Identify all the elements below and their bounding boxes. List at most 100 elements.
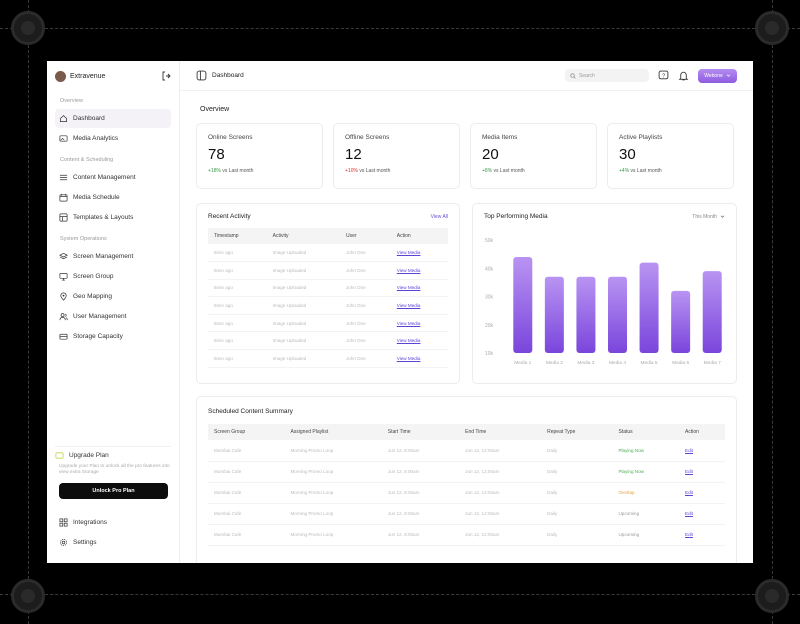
sidebar-item-storage-capacity[interactable]: Storage Capacity [55,327,171,346]
edit-link[interactable]: Edit [679,461,725,483]
stat-change: +4% [619,168,630,174]
sidebar-item-media-schedule[interactable]: Media Schedule [55,188,171,207]
stat-value: 20 [482,146,499,163]
stat-card-online: Online Screens 78 +18% vs Last month [196,123,323,189]
table-row: Mumbai Cafe Morning Promo Loop Jun 12, 8:0… [208,461,725,483]
section-label-overview: Overview [60,98,83,104]
table-cell: Jun 12, 8:00am [381,461,460,483]
column-header: User [339,228,391,244]
table-cell: Jun 12, 8:00am [381,524,460,546]
table-row: Mumbai Cafe Morning Promo Loop Jun 12, 8:0… [208,503,725,525]
period-filter[interactable]: This Month [692,214,725,220]
schedule-table: Screen Group Assigned Playlist Start Time E… [208,424,725,546]
edit-link[interactable]: Edit [679,503,725,525]
bar-1[interactable] [513,256,533,353]
bar-7[interactable] [702,271,722,353]
view-media-link[interactable]: View Media [390,314,448,333]
table-cell: Morning Promo Loop [284,482,382,504]
sidebar-item-integrations[interactable]: Integrations [55,513,171,532]
sidebar-item-label: Dashboard [73,115,105,122]
sidebar-toggle-icon[interactable] [196,70,207,81]
bar-6[interactable] [671,290,691,353]
edit-link[interactable]: Edit [679,482,725,504]
gear-icon [59,538,68,547]
table-cell: Daily [541,524,613,546]
app-window: Extravenue Overview Dashboard Media Anal… [47,61,753,563]
stat-change: +18% [208,168,221,174]
sidebar-item-geo-mapping[interactable]: Geo Mapping [55,287,171,306]
bell-icon[interactable] [678,70,689,81]
y-tick-label: 40k [485,266,494,272]
table-cell: Image Uploaded [266,261,340,280]
sidebar-item-templates[interactable]: Templates & Layouts [55,208,171,227]
home-icon [59,115,68,123]
table-row: Mumbai Cafe Morning Promo Loop Jun 12, 8:0… [208,524,725,546]
stat-card-playlists: Active Playlists 30 +4% vs Last month [607,123,734,189]
sidebar-item-screen-management[interactable]: Screen Management [55,247,171,266]
sidebar-item-dashboard[interactable]: Dashboard [55,109,171,128]
sidebar-item-media-analytics[interactable]: Media Analytics [55,129,171,148]
users-icon [59,313,68,321]
table-cell: Daily [541,440,613,462]
org-button-label: Webone [704,72,723,79]
frame-guide-right [772,0,773,624]
edit-link[interactable]: Edit [679,524,725,546]
view-all-link[interactable]: View All [430,213,448,220]
table-cell: Mumbai Cafe [208,461,285,483]
image-icon [59,135,68,142]
stat-suffix: vs Last month [222,168,254,174]
help-icon[interactable]: ? [658,70,669,81]
sidebar-item-content-management[interactable]: Content Management [55,168,171,187]
table-cell: Jun 12, 12:00am [459,503,542,525]
table-cell: Jun 12, 12:00am [459,482,542,504]
stat-card-offline: Offline Screens 12 +10% vs Last month [333,123,460,189]
stat-change: +8% [482,168,493,174]
org-switcher-button[interactable]: Webone [698,68,737,83]
avatar[interactable] [55,70,66,82]
table-cell: 5min ago [208,261,267,280]
view-media-link[interactable]: View Media [390,296,448,315]
table-cell: Mumbai Cafe [208,524,285,546]
sidebar: Extravenue Overview Dashboard Media Anal… [47,61,180,563]
view-media-link[interactable]: View Media [390,261,448,280]
view-media-link[interactable]: View Media [390,349,448,368]
stat-label: Online Screens [208,134,253,141]
bar-3[interactable] [576,276,596,353]
table-cell: Jun 12, 12:00am [459,524,542,546]
table-row: Mumbai Cafe Morning Promo Loop Jun 12, 8:0… [208,482,725,504]
bar-4[interactable] [608,276,627,353]
stat-card-media: Media Items 20 +8% vs Last month [470,123,597,189]
sidebar-item-settings[interactable]: Settings [55,533,171,552]
x-tick-label: Media 2 [546,360,563,366]
frame-guide-top [0,28,800,29]
unlock-pro-plan-button[interactable]: Unlock Pro Plan [59,482,168,499]
search-input[interactable]: Search [565,69,649,82]
table-cell: John Doe [339,331,391,351]
stat-label: Offline Screens [345,134,390,141]
table-cell: John Doe [339,349,391,368]
table-cell: 5min ago [208,244,267,263]
x-tick-label: Media 6 [672,360,689,366]
view-media-link[interactable]: View Media [390,279,448,298]
sidebar-item-screen-group[interactable]: Screen Group [55,267,171,286]
bar-chart: 50k 40k 30k 20k 10k Media 1 Media 2 Media 3 Medi… [485,238,722,366]
table-row: 5min ago Image Uploaded John Doe View Media [208,314,448,333]
view-media-link[interactable]: View Media [390,331,448,351]
sidebar-item-user-management[interactable]: User Management [55,307,171,326]
bar-2[interactable] [544,276,564,353]
sidebar-item-label: Media Schedule [73,194,120,201]
table-cell: Jun 12, 12:00am [459,440,542,462]
edit-link[interactable]: Edit [679,440,725,462]
brand-header: Extravenue [55,69,171,83]
search-icon [570,72,576,79]
logout-icon[interactable] [161,71,171,81]
table-row: Mumbai Cafe Morning Promo Loop Jun 12, 8:0… [208,440,725,462]
table-cell: Jun 12, 12:00am [459,461,542,483]
x-tick-label: Media 3 [577,360,594,366]
bar-5[interactable] [639,262,659,353]
sidebar-item-label: Content Management [73,174,136,181]
stat-value: 30 [619,146,636,163]
sidebar-bottom-nav: Integrations Settings [55,513,171,553]
view-media-link[interactable]: View Media [390,244,448,263]
table-row: 5min ago Image Uploaded John Doe View Media [208,279,448,298]
